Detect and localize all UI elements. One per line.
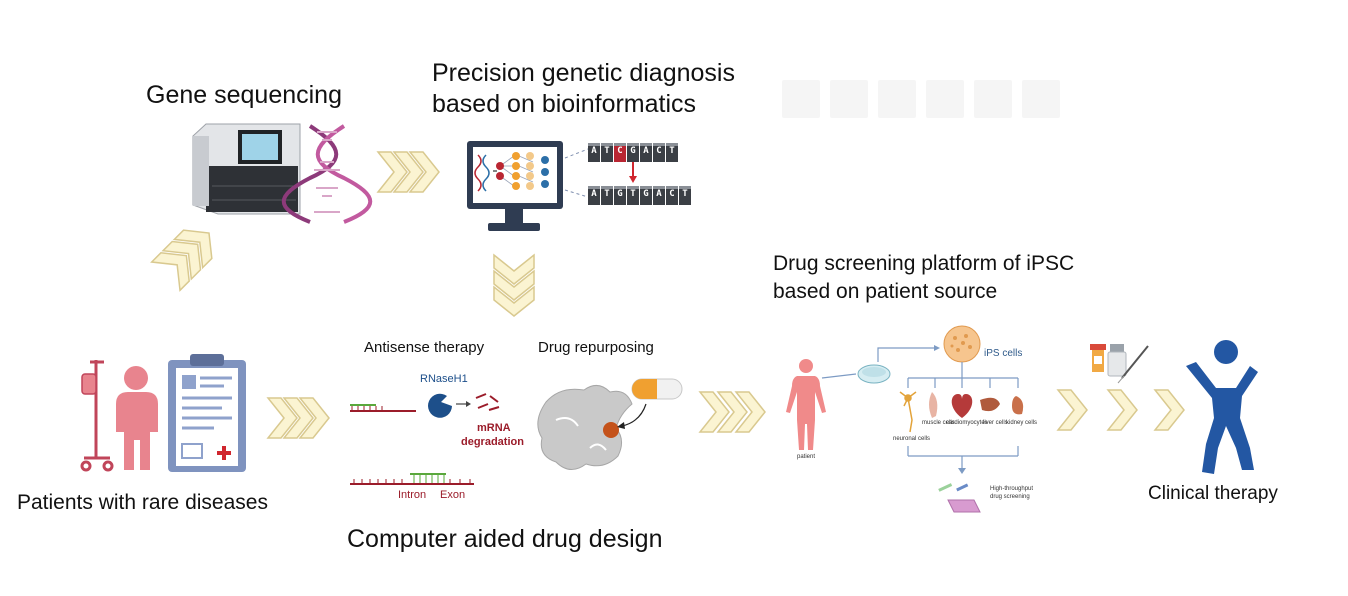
nucleotide-box: T	[666, 143, 678, 162]
nucleotide-box: A	[653, 186, 665, 205]
nucleotide-box: C	[653, 143, 665, 162]
degradation-label: degradation	[461, 436, 524, 448]
kidney-icon	[1012, 396, 1024, 415]
ligand-icon	[603, 422, 619, 438]
hts-label-2: drug screening	[990, 494, 1030, 500]
chevron-down-icon	[493, 254, 535, 317]
computer-aided-label: Computer aided drug design	[347, 525, 663, 553]
sequencer-icon	[192, 123, 301, 215]
nucleotide-box: T	[627, 186, 639, 205]
patient-icon	[116, 366, 158, 470]
hts-label-1: High-throughput	[990, 486, 1034, 492]
precision-diagnosis-label-2: based on bioinformatics	[432, 90, 697, 118]
clinical-therapy-label: Clinical therapy	[1148, 483, 1278, 504]
kidney-label: kidney cells	[1006, 420, 1038, 426]
protein-pocket-icon	[537, 385, 633, 470]
process-arrow	[877, 347, 936, 362]
intron-label: Intron	[398, 489, 427, 501]
clipboard-icon	[168, 354, 246, 472]
differentiation-lines	[907, 362, 1019, 470]
connector-line	[564, 148, 589, 159]
iv-stand-icon	[80, 360, 114, 472]
nucleotide-box: A	[588, 143, 600, 162]
splicing-rna-icon	[350, 473, 474, 485]
computer-monitor-icon	[467, 141, 563, 231]
nucleotide-box: G	[627, 143, 639, 162]
screening-tools-icon	[938, 483, 981, 513]
liver-icon	[980, 397, 1000, 412]
mrna-label: mRNA	[477, 422, 511, 434]
dna-helix-icon	[281, 124, 373, 224]
drug-repurposing-label: Drug repurposing	[538, 339, 654, 356]
exon-label: Exon	[440, 489, 466, 501]
patient-label: patient	[797, 454, 816, 460]
rnase-label: RNaseH1	[420, 373, 468, 385]
chevron-right-icon	[267, 397, 330, 439]
connector-line	[564, 189, 589, 198]
petri-dish-icon	[857, 364, 891, 384]
mutation-arrow-head	[629, 176, 637, 183]
chevron-right-icon	[1057, 389, 1088, 431]
heart-icon	[951, 394, 973, 418]
chevron-right-icon	[1107, 389, 1138, 431]
process-arrow	[821, 373, 857, 379]
cardio-label: cardiomyocytes	[946, 420, 988, 426]
ips-cell-icon	[943, 325, 981, 363]
patients-label: Patients with rare diseases	[17, 491, 268, 514]
muscle-label: muscle cells	[922, 420, 955, 426]
chevron-right-icon	[699, 391, 766, 433]
nucleotide-box: G	[640, 186, 652, 205]
nucleotide-box: T	[679, 186, 691, 205]
gene-sequencing-label: Gene sequencing	[146, 81, 342, 109]
nucleotide-box: G	[614, 186, 626, 205]
neuronal-label: neuronal cells	[893, 436, 931, 442]
capsule-icon	[631, 378, 683, 400]
nucleotide-box: A	[640, 143, 652, 162]
neuron-icon	[899, 391, 917, 433]
muscle-icon	[929, 392, 938, 418]
watermark-logo	[782, 80, 1060, 118]
drug-screening-label-2: based on patient source	[773, 280, 998, 303]
chevron-right-icon	[377, 151, 440, 193]
nucleotide-box: A	[588, 186, 600, 205]
precision-diagnosis-label-1: Precision genetic diagnosis	[432, 59, 735, 87]
nucleotide-box: C	[614, 143, 626, 162]
chevron-up-icon	[150, 218, 224, 292]
drug-screening-label-1: Drug screening platform of iPSC	[773, 252, 1075, 275]
ips-cells-label: iPS cells	[984, 348, 1023, 359]
antisense-therapy-label: Antisense therapy	[364, 339, 485, 356]
nucleotide-box: C	[666, 186, 678, 205]
nucleotide-box: T	[601, 186, 613, 205]
chevron-right-icon	[1154, 389, 1185, 431]
antisense-rna-icon	[350, 404, 416, 412]
mrna-fragments-icon	[475, 393, 500, 411]
liver-label: liver cells	[983, 420, 1008, 426]
nucleotide-box: T	[601, 143, 613, 162]
human-body-icon	[786, 359, 826, 450]
medicine-icon	[1090, 344, 1149, 384]
celebrating-person-icon	[1186, 340, 1258, 474]
rnase-icon	[428, 393, 452, 418]
binding-arrow	[621, 403, 647, 427]
